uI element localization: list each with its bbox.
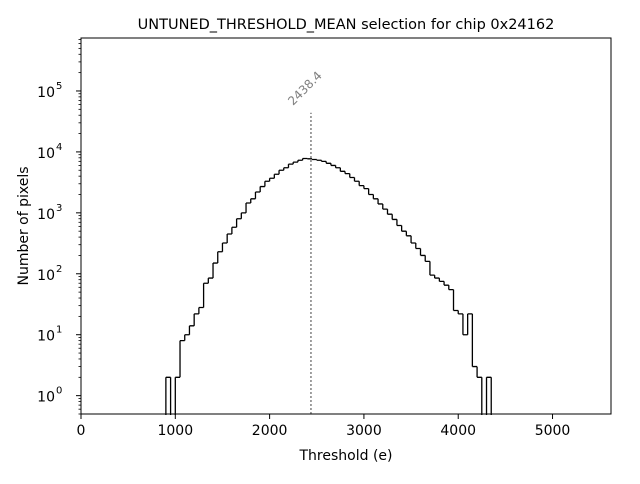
histogram-bin [204, 283, 209, 307]
histogram-bin [312, 159, 317, 160]
histogram-bin [331, 163, 336, 165]
histogram-bin [317, 160, 322, 161]
histogram-bin [189, 326, 194, 335]
x-tick-label: 1000 [157, 423, 193, 439]
histogram-bin [336, 165, 341, 167]
histogram-bin [392, 214, 397, 219]
histogram-bin [208, 278, 213, 283]
histogram-bin [345, 171, 350, 173]
histogram-bin [387, 209, 392, 214]
histogram-bin [222, 243, 227, 252]
y-tick-label: 10 [37, 390, 55, 406]
histogram-bin [458, 310, 463, 313]
histogram-bin [213, 263, 218, 278]
histogram-bin [232, 227, 237, 234]
x-tick-label: 0 [77, 423, 86, 439]
histogram-bin [260, 187, 265, 192]
histogram-bin [303, 158, 308, 160]
histogram-bin [265, 181, 270, 186]
histogram-bin [454, 290, 459, 311]
histogram-bin [246, 203, 251, 213]
histogram-bin [378, 199, 383, 204]
histogram-bin [416, 243, 421, 248]
histogram-bin [430, 261, 435, 275]
y-axis-label: Number of pixels [16, 166, 32, 285]
y-tick-label: 10 [37, 207, 55, 223]
histogram-bin [241, 213, 246, 219]
histogram-bin [194, 314, 199, 326]
histogram-bin [340, 168, 345, 172]
histogram-bin [185, 335, 190, 341]
y-tick-label-exponent: 3 [56, 203, 62, 214]
histogram-bin [284, 168, 289, 171]
x-tick-label: 2000 [252, 423, 288, 439]
histogram-bin [175, 377, 180, 415]
histogram-bin [487, 377, 492, 415]
histogram-bin [166, 377, 171, 415]
y-tick-label-exponent: 5 [56, 81, 62, 92]
histogram-bin [288, 164, 293, 168]
histogram-bin [279, 170, 284, 174]
histogram-bin [449, 285, 454, 289]
histogram-bin [270, 178, 275, 181]
y-tick-label-exponent: 2 [56, 264, 62, 275]
histogram-bin [237, 219, 242, 228]
histogram-bin [425, 255, 430, 261]
y-tick-label: 10 [37, 329, 55, 345]
histogram-bin [199, 307, 204, 313]
y-tick-label: 10 [37, 268, 55, 284]
y-tick-label-exponent: 4 [56, 142, 62, 153]
histogram-bin [439, 278, 444, 281]
y-tick-label: 10 [37, 85, 55, 101]
y-tick-label-exponent: 1 [56, 325, 62, 336]
histogram-bin [444, 281, 449, 285]
x-tick-label: 4000 [440, 423, 476, 439]
histogram-bin [383, 204, 388, 209]
histogram-bin [326, 161, 331, 163]
histogram-bin [293, 162, 298, 164]
histogram-bin [397, 219, 402, 225]
x-axis-label: Threshold (e) [299, 448, 393, 464]
mean-line-label: 2438.4 [285, 69, 325, 109]
histogram-bin [218, 252, 223, 263]
histogram-bin [477, 367, 482, 415]
histogram-bin [468, 314, 473, 335]
y-tick-label-exponent: 0 [56, 386, 62, 397]
x-tick-label: 3000 [346, 423, 382, 439]
histogram-bin [421, 248, 426, 255]
histogram-bin [402, 225, 407, 231]
histogram-bin [411, 236, 416, 243]
histogram-bin [354, 178, 359, 182]
histogram-bin [274, 174, 279, 178]
histogram-bin [406, 231, 411, 236]
y-tick-label: 10 [37, 146, 55, 162]
histogram-bin [255, 192, 260, 199]
histogram-bin [359, 181, 364, 185]
plot-frame [81, 38, 611, 414]
histogram-bin [180, 341, 185, 378]
x-tick-label: 5000 [535, 423, 571, 439]
histogram-bin [369, 189, 374, 195]
histogram-bin [251, 199, 256, 203]
chart-title: UNTUNED_THRESHOLD_MEAN selection for chi… [138, 17, 555, 33]
histogram-bin [227, 234, 232, 243]
histogram-bin [435, 275, 440, 278]
histogram-bin [350, 174, 355, 178]
histogram-bin [472, 314, 477, 367]
histogram-bin [364, 186, 369, 189]
histogram-bin [463, 314, 468, 335]
histogram-bin [298, 160, 303, 162]
histogram-bin [321, 160, 326, 161]
histogram-bin [373, 194, 378, 198]
